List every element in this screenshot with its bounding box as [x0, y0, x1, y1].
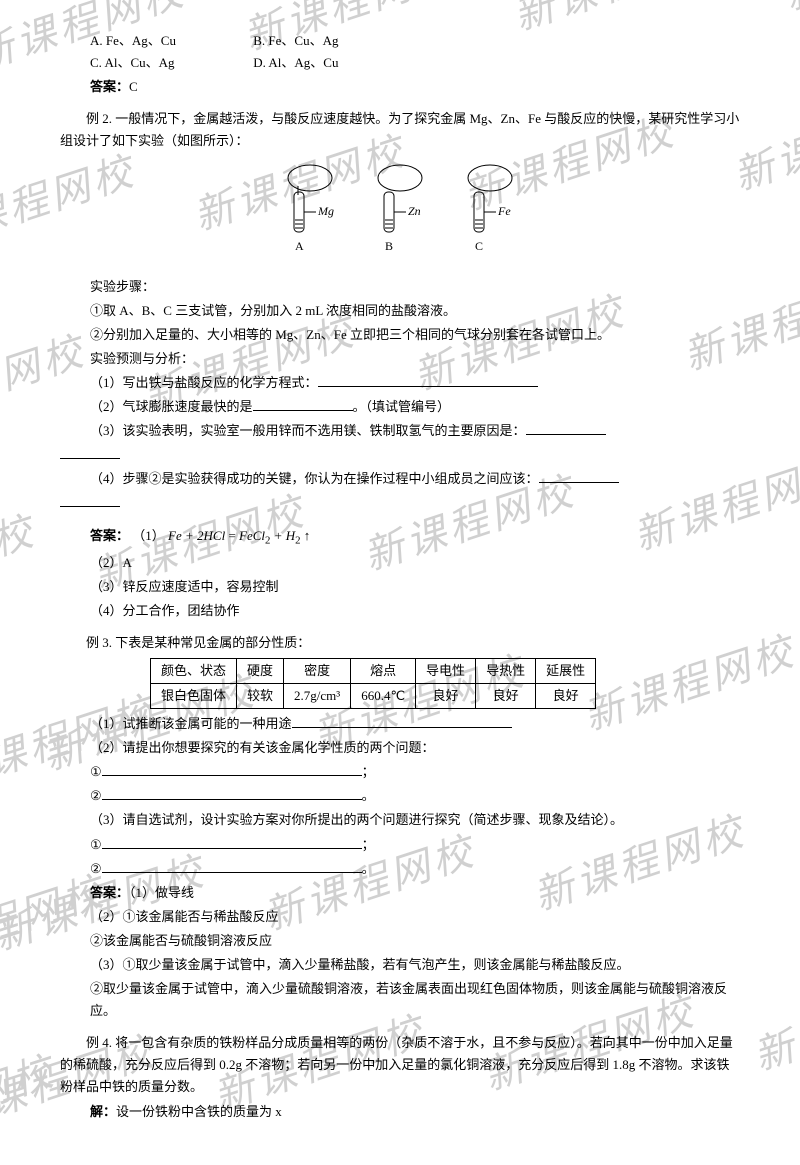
ex3-q3: （3）请自选试剂，设计实验方案对你所提出的两个问题进行探究（简述步骤、现象及结论…	[90, 809, 740, 831]
blank	[102, 787, 362, 800]
svg-text:C: C	[475, 239, 483, 253]
ex2-a2: （2）A	[90, 552, 740, 574]
answer-label: 答案：	[90, 885, 129, 900]
table-header-row: 颜色、状态 硬度 密度 熔点 导电性 导热性 延展性	[151, 658, 596, 683]
step2: ②分别加入足量的、大小相等的 Mg、Zn、Fe 立即把三个相同的气球分别套在各试…	[90, 324, 740, 346]
svg-text:Mg: Mg	[317, 204, 334, 218]
page-content: A. Fe、Ag、Cu B. Fe、Cu、Ag C. Al、Cu、Ag D. A…	[0, 0, 800, 1165]
svg-text:Zn: Zn	[408, 204, 421, 218]
blank	[102, 860, 362, 873]
ex3-a2-2: ②该金属能否与硫酸铜溶液反应	[90, 930, 740, 952]
th-ductility: 延展性	[536, 658, 596, 683]
th-density: 密度	[284, 658, 351, 683]
ex3-q1: （1）试推断该金属可能的一种用途	[90, 713, 740, 735]
ex2-q4: （4）步骤②是实验获得成功的关键，你认为在操作过程中小组成员之间应该：	[90, 468, 740, 490]
tube-b: Zn B	[378, 165, 422, 253]
example3-title: 例 3. 下表是某种常见金属的部分性质：	[60, 632, 740, 654]
blank	[253, 398, 353, 411]
td-color: 银白色固体	[151, 683, 237, 708]
answer-options-row2: C. Al、Cu、Ag D. Al、Ag、Cu	[90, 52, 740, 74]
example2-title: 例 2. 一般情况下，金属越活泼，与酸反应速度越快。为了探究金属 Mg、Zn、F…	[60, 108, 740, 152]
analysis-title: 实验预测与分析：	[90, 348, 740, 370]
ex3-q3-blank2: ②。	[90, 858, 740, 880]
blank	[102, 763, 362, 776]
svg-text:Fe: Fe	[497, 204, 511, 218]
table-data-row: 银白色固体 较软 2.7g/cm³ 660.4℃ 良好 良好 良好	[151, 683, 596, 708]
td-thermal: 良好	[476, 683, 536, 708]
ex4-solution: 解：设一份铁粉中含铁的质量为 x	[90, 1101, 740, 1123]
ex2-q3: （3）该实验表明，实验室一般用锌而不选用镁、铁制取氢气的主要原因是：	[90, 420, 740, 442]
blank	[526, 422, 606, 435]
test-tube-diagram: Mg A Zn B Fe C	[60, 160, 740, 267]
ex3-q2-blank2: ②。	[90, 785, 740, 807]
blank	[318, 374, 538, 387]
answer-options-row1: A. Fe、Ag、Cu B. Fe、Cu、Ag	[90, 30, 740, 52]
a1-prefix: （1）	[132, 528, 165, 543]
ex2-q1: （1）写出铁与盐酸反应的化学方程式：	[90, 372, 740, 394]
step1: ①取 A、B、C 三支试管，分别加入 2 mL 浓度相同的盐酸溶液。	[90, 300, 740, 322]
th-color: 颜色、状态	[151, 658, 237, 683]
td-conductivity: 良好	[416, 683, 476, 708]
ex2-a4: （4）分工合作，团结协作	[90, 600, 740, 622]
td-density: 2.7g/cm³	[284, 683, 351, 708]
answer-label: 答案：	[90, 528, 129, 543]
ex2-a3: （3）锌反应速度适中，容易控制	[90, 576, 740, 598]
th-hardness: 硬度	[237, 658, 284, 683]
blank	[102, 836, 362, 849]
th-melting: 熔点	[351, 658, 416, 683]
svg-text:A: A	[295, 239, 304, 253]
blank	[292, 715, 512, 728]
tube-c: Fe C	[468, 165, 512, 253]
svg-text:B: B	[385, 239, 393, 253]
td-hardness: 较软	[237, 683, 284, 708]
formula: Fe + 2HCl = FeCl2 + H2 ↑	[168, 528, 310, 543]
ex3-a3-2: ②取少量该金属于试管中，滴入少量硫酸铜溶液，若该金属表面出现红色固体物质，则该金…	[90, 978, 740, 1022]
td-ductility: 良好	[536, 683, 596, 708]
answer1: 答案：C	[90, 76, 740, 98]
metal-properties-table: 颜色、状态 硬度 密度 熔点 导电性 导热性 延展性 银白色固体 较软 2.7g…	[150, 658, 596, 709]
option-b: B. Fe、Cu、Ag	[253, 30, 413, 52]
sol-label: 解：	[90, 1104, 116, 1119]
blank	[539, 470, 619, 483]
ex2-q2: （2）气球膨胀速度最快的是。（填试管编号）	[90, 396, 740, 418]
option-a: A. Fe、Ag、Cu	[90, 30, 250, 52]
ex3-answer: 答案：（1）做导线	[90, 882, 740, 904]
option-d: D. Al、Ag、Cu	[253, 52, 413, 74]
answer-label: 答案：	[90, 79, 129, 94]
blank	[60, 446, 120, 459]
blank	[60, 494, 120, 507]
option-c: C. Al、Cu、Ag	[90, 52, 250, 74]
steps-title: 实验步骤：	[90, 276, 740, 298]
answer-value: C	[129, 79, 138, 94]
ex3-q2-blank1: ①；	[90, 761, 740, 783]
ex3-q3-blank1: ①；	[90, 834, 740, 856]
example4-title: 例 4. 将一包含有杂质的铁粉样品分成质量相等的两份（杂质不溶于水，且不参与反应…	[60, 1032, 740, 1098]
td-melting: 660.4℃	[351, 683, 416, 708]
ex2-answer: 答案： （1） Fe + 2HCl = FeCl2 + H2 ↑	[90, 525, 740, 550]
tube-a: Mg A	[288, 165, 334, 253]
ex3-q2: （2）请提出你想要探究的有关该金属化学性质的两个问题：	[90, 737, 740, 759]
th-conductivity: 导电性	[416, 658, 476, 683]
ex3-a3-1: （3）①取少量该金属于试管中，滴入少量稀盐酸，若有气泡产生，则该金属能与稀盐酸反…	[90, 954, 740, 976]
th-thermal: 导热性	[476, 658, 536, 683]
ex3-a2-1: （2）①该金属能否与稀盐酸反应	[90, 906, 740, 928]
